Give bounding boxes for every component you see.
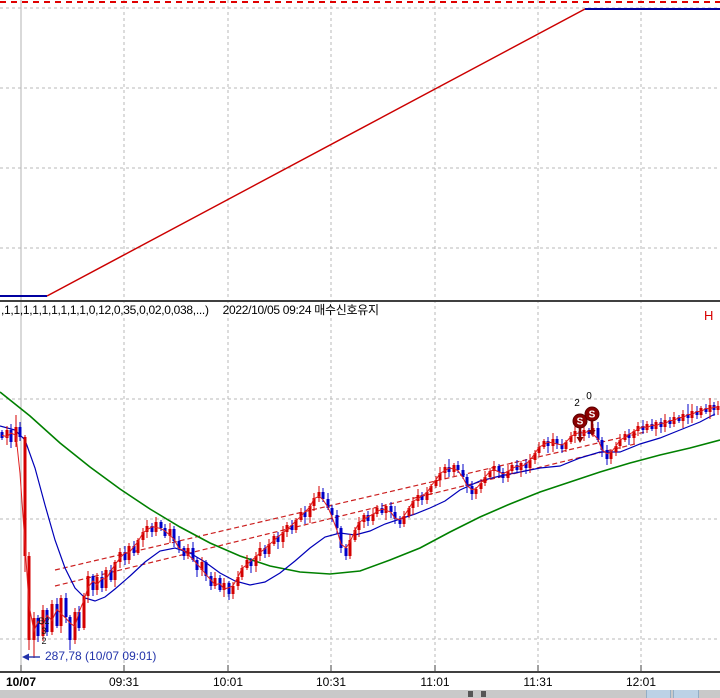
scrollbar-button-left[interactable] (646, 690, 671, 698)
signal-rising-line (46, 8, 586, 297)
panel-frame (0, 300, 720, 673)
svg-text:S: S (589, 410, 596, 421)
time-axis-label: 11:01 (420, 675, 450, 689)
ma-slow-line (0, 391, 720, 575)
upper-indicator-panel[interactable] (0, 1, 720, 297)
signal-status-text: 2022/10/05 09:24 매수신호유지 (222, 303, 379, 317)
time-axis-label: 10/07 (5, 675, 37, 689)
trendlines (54, 431, 646, 587)
svg-text:3: 3 (41, 626, 46, 636)
high-marker-label: H (704, 308, 714, 323)
horizontal-scrollbar[interactable] (0, 690, 720, 698)
sell-signal-icon (572, 413, 588, 429)
scrollbar-thumb[interactable] (468, 691, 473, 697)
indicator-params-row: ,1,1,1,1,1,1,1,1,1,0,12,0,35,0,02,0,038,… (1, 301, 379, 318)
time-axis-label: 09:31 (108, 675, 140, 689)
svg-text:2: 2 (574, 398, 580, 409)
time-axis-label: 10:01 (212, 675, 244, 689)
low-price-annotation: 287,78 (10/07 09:01) (45, 649, 157, 663)
time-axis-label: 11:31 (523, 675, 553, 689)
candles (0, 398, 720, 658)
indicator-params-text: ,1,1,1,1,1,1,1,1,1,0,12,0,35,0,02,0,038,… (1, 303, 209, 317)
svg-text:0: 0 (586, 391, 592, 402)
time-axis-label: 10:31 (315, 675, 347, 689)
scrollbar-button-right[interactable] (673, 690, 699, 698)
sell-signal-icon (584, 406, 600, 422)
svg-text:2: 2 (41, 636, 46, 646)
svg-text:B2: B2 (38, 616, 49, 626)
time-axis-label: 12:01 (625, 675, 657, 689)
svg-text:S: S (577, 417, 584, 428)
price-line (1, 406, 719, 634)
low-annotation-arrow (22, 653, 40, 661)
scrollbar-thumb[interactable] (481, 691, 486, 697)
